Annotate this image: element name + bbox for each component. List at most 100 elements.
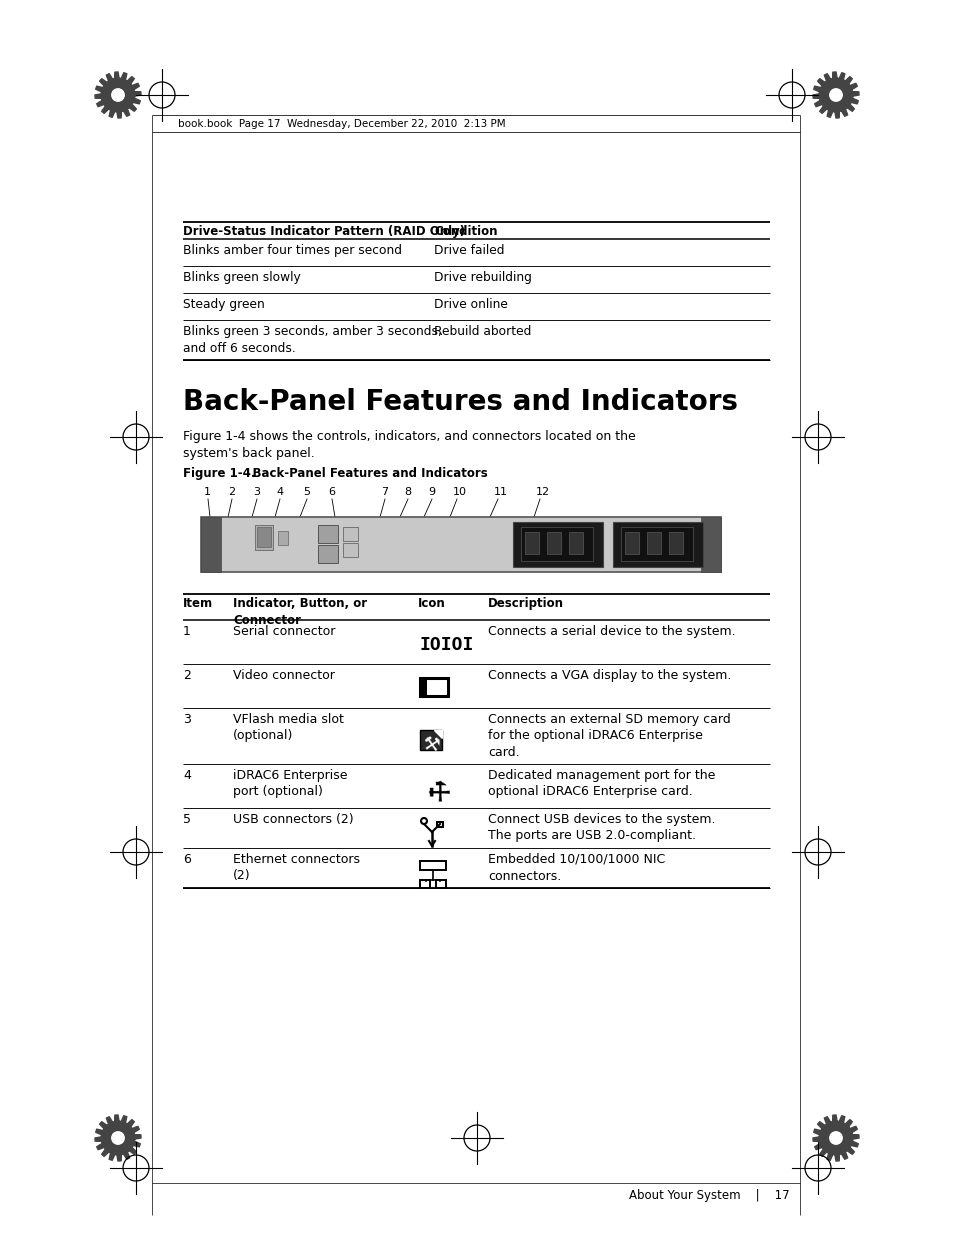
Bar [439,529,443,531]
Text: About Your System    |    17: About Your System | 17 [629,1189,789,1202]
Text: Drive-Status Indicator Pattern (RAID Only): Drive-Status Indicator Pattern (RAID Onl… [183,225,465,238]
Bar [668,532,682,555]
Bar [343,543,357,557]
Text: 10: 10 [453,487,467,496]
Bar [449,551,453,555]
Circle shape [234,535,236,537]
Bar [401,542,405,545]
Text: Back-Panel Features and Indicators: Back-Panel Features and Indicators [183,388,738,416]
Bar [396,547,400,550]
Bar [377,529,380,531]
Bar [373,542,375,545]
Bar [546,532,560,555]
Bar [382,529,386,531]
Bar [454,537,457,541]
Text: USB connectors (2): USB connectors (2) [233,813,354,826]
Bar [406,537,410,541]
Bar [387,534,391,536]
Bar [435,547,438,550]
Bar [373,537,375,541]
Bar [401,547,405,550]
Bar [420,534,424,536]
Bar [368,551,371,555]
Circle shape [229,538,230,541]
Circle shape [244,529,246,530]
Bar [411,529,415,531]
Bar [444,529,448,531]
Bar [439,551,443,555]
Bar [435,551,438,555]
Bar [568,532,582,555]
Circle shape [238,531,239,534]
Bar [401,551,405,555]
Circle shape [232,538,233,541]
Bar [368,534,371,536]
Bar [444,537,448,541]
Text: 11: 11 [494,487,507,496]
Bar [411,547,415,550]
Bar [382,551,386,555]
Bar [439,547,443,550]
Text: 7: 7 [380,487,388,496]
Bar [419,678,448,697]
Bar [425,542,429,545]
Bar [700,517,720,572]
Bar [454,551,457,555]
Circle shape [244,538,246,541]
Circle shape [225,529,227,530]
Bar [201,517,221,572]
Bar [406,551,410,555]
Bar [401,529,405,531]
Bar [416,542,419,545]
Bar [401,537,405,541]
Bar [406,547,410,550]
Text: Condition: Condition [434,225,497,238]
Bar [406,529,410,531]
Circle shape [234,529,236,530]
Bar [458,542,462,545]
Text: 12: 12 [536,487,550,496]
Circle shape [248,538,250,541]
Text: Blinks green slowly: Blinks green slowly [183,270,300,284]
Bar [343,527,357,541]
Text: Drive failed: Drive failed [434,245,504,257]
Circle shape [248,535,250,537]
Bar [416,537,419,541]
Circle shape [222,535,224,537]
Bar [444,551,448,555]
Text: 2: 2 [183,669,191,682]
Bar [416,529,419,531]
Bar [396,529,400,531]
Circle shape [241,529,243,530]
Circle shape [234,538,236,541]
Text: Figure 1-4.: Figure 1-4. [183,467,255,480]
Circle shape [232,529,233,530]
Bar [454,534,457,536]
Bar [513,522,602,567]
Bar [411,537,415,541]
Circle shape [229,531,230,534]
Text: 3: 3 [183,713,191,726]
Circle shape [829,1131,841,1144]
Text: Embedded 10/100/1000 NIC
connectors.: Embedded 10/100/1000 NIC connectors. [488,853,664,883]
Text: Blinks amber four times per second: Blinks amber four times per second [183,245,401,257]
Bar [430,551,434,555]
Bar [377,537,380,541]
Bar [430,537,434,541]
Bar [425,529,429,531]
Bar [373,529,375,531]
Bar [382,534,386,536]
Text: 2: 2 [228,487,234,496]
Bar [430,529,434,531]
Text: 5: 5 [303,487,310,496]
Bar [254,525,273,550]
Bar [387,529,391,531]
Bar [392,529,395,531]
Circle shape [829,89,841,101]
Text: Figure 1-4 shows the controls, indicators, and connectors located on the
system': Figure 1-4 shows the controls, indicator… [183,430,635,459]
Text: Connect USB devices to the system.
The ports are USB 2.0-compliant.: Connect USB devices to the system. The p… [488,813,715,842]
Bar [454,542,457,545]
Bar [392,547,395,550]
Bar [317,525,337,543]
Text: Serial connector: Serial connector [233,625,335,638]
